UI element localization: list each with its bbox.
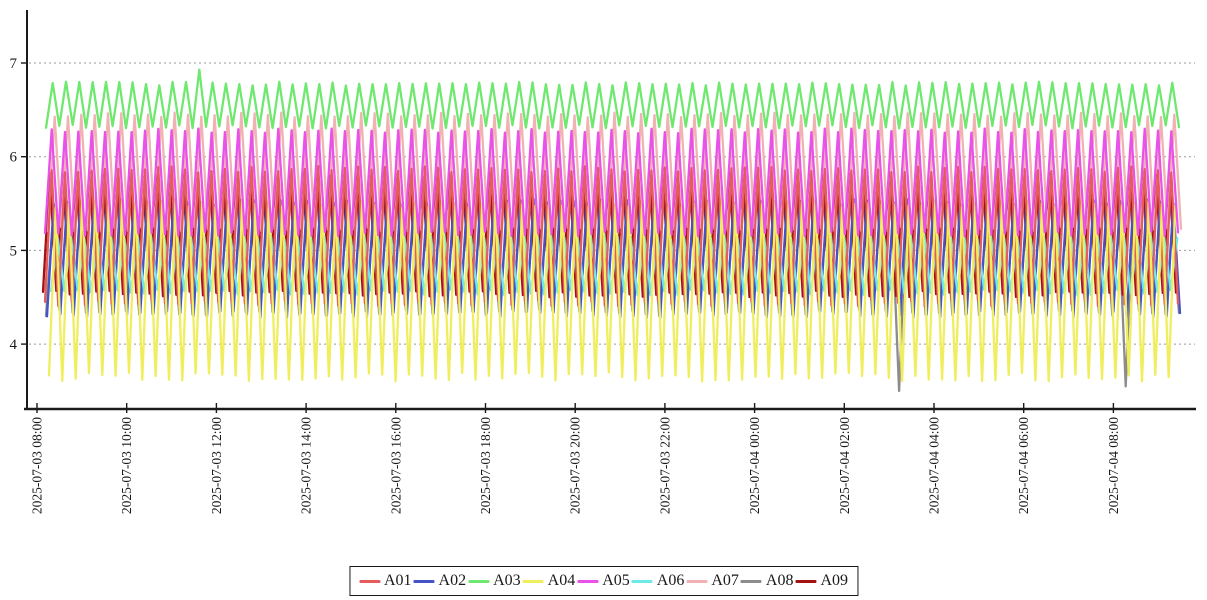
legend-item-a04: A04 xyxy=(522,572,576,589)
y-tick-label: 5 xyxy=(10,243,18,259)
legend-item-a09: A09 xyxy=(795,573,848,589)
legend-item-a02: A02 xyxy=(413,572,467,589)
legend-swatch-a04 xyxy=(522,579,544,583)
x-tick-label: 2025-07-03 14:00 xyxy=(299,417,314,514)
x-tick-label: 2025-07-03 10:00 xyxy=(119,417,134,514)
legend-swatch-a05 xyxy=(577,579,599,583)
legend-swatch-a08 xyxy=(740,579,762,583)
legend-swatch-a01 xyxy=(358,579,380,583)
x-tick-label: 2025-07-03 20:00 xyxy=(568,417,583,514)
y-tick-label: 4 xyxy=(10,337,18,353)
legend-item-a03: A03 xyxy=(468,573,521,589)
legend-label-a09: A09 xyxy=(820,572,849,589)
series-a04-line xyxy=(47,197,1177,383)
y-tick-label: 6 xyxy=(10,150,18,166)
series-a01-line xyxy=(43,164,1180,308)
series-a05-line xyxy=(43,127,1180,238)
legend-item-a05: A05 xyxy=(577,573,630,589)
legend-label-a07: A07 xyxy=(711,572,739,589)
x-tick-label: 2025-07-03 22:00 xyxy=(657,417,672,514)
x-tick-label: 2025-07-03 18:00 xyxy=(478,417,493,514)
x-tick-label: 2025-07-04 02:00 xyxy=(837,417,852,514)
legend-label-a05: A05 xyxy=(602,572,630,589)
chart-legend: A01 A02 A03 A04 A05 A06 A07 A08 A09 xyxy=(348,566,859,596)
x-tick-label: 2025-07-04 04:00 xyxy=(927,417,942,514)
x-tick-label: 2025-07-04 06:00 xyxy=(1016,417,1031,514)
legend-swatch-a07 xyxy=(686,579,708,583)
legend-label-a01: A01 xyxy=(383,572,412,589)
x-tick-label: 2025-07-03 08:00 xyxy=(30,417,45,514)
x-tick-label: 2025-07-03 16:00 xyxy=(388,417,403,514)
x-tick-label: 2025-07-03 12:00 xyxy=(209,417,224,514)
legend-item-a06: A06 xyxy=(631,572,685,589)
legend-label-a02: A02 xyxy=(438,572,467,589)
x-tick-label: 2025-07-04 08:00 xyxy=(1106,417,1121,514)
y-tick-label: 7 xyxy=(10,56,18,72)
legend-label-a03: A03 xyxy=(493,572,521,589)
legend-label-a06: A06 xyxy=(656,572,685,589)
legend-item-a01: A01 xyxy=(358,572,412,589)
legend-swatch-a06 xyxy=(631,579,653,583)
legend-swatch-a09 xyxy=(795,579,817,583)
x-tick-label: 2025-07-04 00:00 xyxy=(747,417,762,514)
legend-item-a08: A08 xyxy=(740,572,794,589)
legend-label-a04: A04 xyxy=(547,572,576,589)
series-a03-line xyxy=(44,68,1181,130)
legend-swatch-a03 xyxy=(468,579,490,583)
legend-label-a08: A08 xyxy=(765,572,794,589)
legend-item-a07: A07 xyxy=(686,573,739,589)
legend-swatch-a02 xyxy=(413,579,435,583)
